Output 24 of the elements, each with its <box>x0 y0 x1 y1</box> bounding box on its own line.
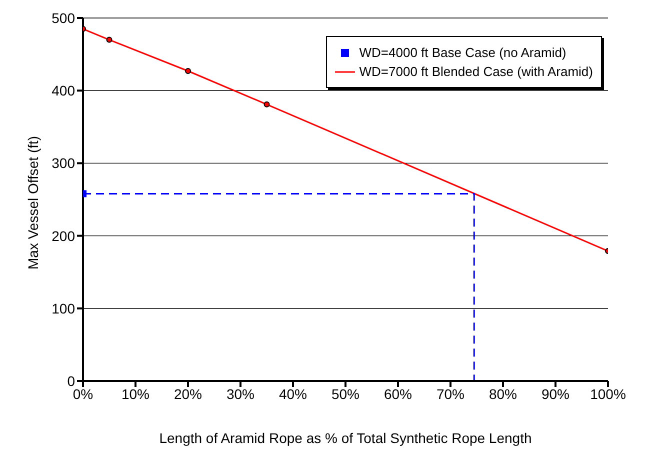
point <box>185 68 191 74</box>
y-tick-label: 200 <box>52 228 76 244</box>
y-tick-label: 400 <box>52 82 76 99</box>
legend-label: WD=7000 ft Blended Case (with Aramid) <box>359 64 593 79</box>
y-tick-label: 100 <box>52 300 76 316</box>
x-tick-label: 100% <box>590 386 626 402</box>
x-tick-label: 80% <box>488 386 518 402</box>
x-tick-label: 10% <box>121 386 150 402</box>
x-tick-label: 50% <box>331 386 360 402</box>
x-tick-label: 60% <box>384 386 412 402</box>
x-axis-title: Length of Aramid Rope as % of Total Synthetic Rope Length <box>159 430 532 446</box>
x-tick-label: 40% <box>278 386 308 402</box>
point <box>264 101 270 108</box>
y-tick-label: 300 <box>52 155 76 172</box>
y-tick-label: 0 <box>67 372 76 389</box>
legend-label: WD=4000 ft Base Case (no Aramid) <box>359 45 566 60</box>
x-tick-label: 70% <box>436 386 465 402</box>
y-tick-label: 500 <box>52 10 76 26</box>
x-tick-label: 20% <box>174 386 202 402</box>
point <box>106 36 112 43</box>
x-tick-label: 90% <box>541 386 570 402</box>
x-tick-label: 30% <box>226 386 255 402</box>
x-tick-label: 0% <box>72 386 94 402</box>
y-axis-title: Max Vessel Offset (ft) <box>24 136 41 270</box>
